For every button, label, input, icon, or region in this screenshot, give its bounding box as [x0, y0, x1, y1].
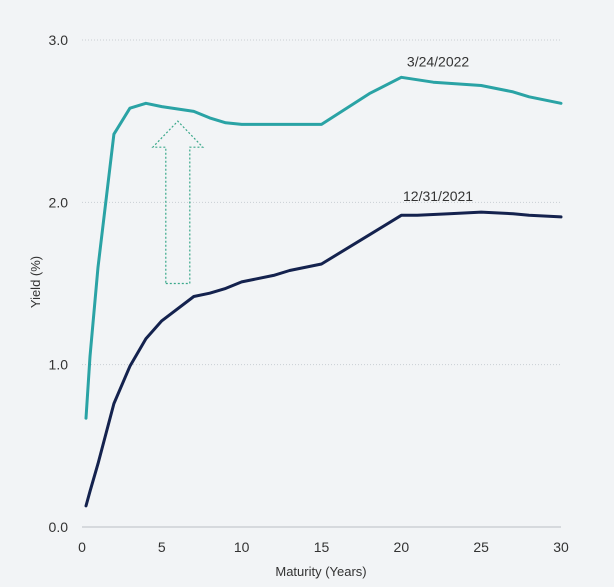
x-tick-label: 10	[234, 539, 250, 555]
tick-labels: 0.0 1.0 2.0 3.0 0 5 10 15 20 25 30	[49, 32, 569, 555]
y-tick-label: 2.0	[49, 194, 69, 210]
x-tick-label: 25	[473, 539, 489, 555]
x-tick-label: 0	[78, 539, 86, 555]
series-label-0: 3/24/2022	[407, 53, 469, 69]
x-tick-label: 5	[158, 539, 166, 555]
series-line-0	[84, 75, 563, 420]
series-lines	[84, 75, 563, 508]
series-labels: 3/24/2022 12/31/2021	[403, 53, 473, 204]
series-label-1: 12/31/2021	[403, 188, 473, 204]
x-axis-title: Maturity (Years)	[275, 564, 366, 579]
y-axis-title: Yield (%)	[28, 256, 43, 308]
x-tick-label: 30	[553, 539, 569, 555]
annotations	[151, 120, 205, 285]
series-line-1	[84, 210, 563, 508]
x-tick-label: 15	[314, 539, 330, 555]
y-tick-label: 1.0	[49, 357, 69, 373]
y-tick-label: 0.0	[49, 519, 69, 535]
up-arrow-icon	[151, 120, 205, 285]
y-tick-label: 3.0	[49, 32, 69, 48]
x-tick-label: 20	[394, 539, 410, 555]
gridlines	[82, 39, 561, 528]
